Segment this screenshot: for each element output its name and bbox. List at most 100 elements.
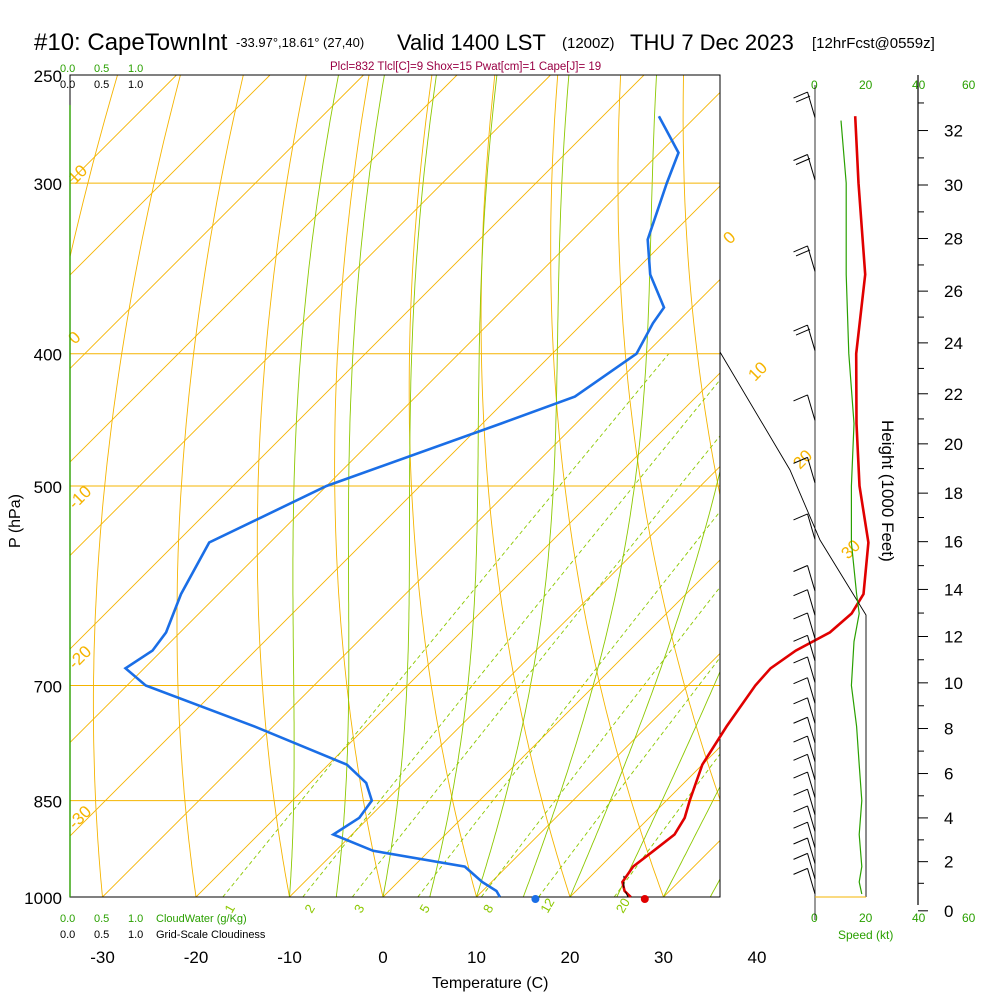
mixing-ratio-line — [222, 353, 670, 897]
speed-label: Speed (kt) — [838, 928, 893, 942]
height-tick-label: 20 — [944, 435, 963, 454]
temperature-tick-label: 10 — [467, 948, 486, 967]
isotherm — [70, 75, 364, 370]
mixing-ratio-line — [351, 435, 720, 897]
wind-barb-staff — [807, 91, 816, 118]
mixing-ratio-line — [417, 510, 720, 897]
temperature-tick-label: -30 — [90, 948, 115, 967]
wind-barb-feather — [793, 821, 808, 829]
dry-adiabat — [176, 75, 244, 897]
cloudwater-tick: 0.0 — [60, 63, 75, 75]
wind-barb-staff — [807, 457, 816, 484]
wind-barb-feather — [793, 771, 808, 779]
isotherm — [70, 75, 458, 463]
wind-barb-staff — [807, 513, 816, 540]
speed-axis: 0 20 40 60 0 20 40 60 Speed (kt) — [811, 78, 976, 942]
wind-barb-staff — [807, 868, 816, 895]
wind-barb-staff — [807, 822, 816, 848]
wind-barb-feather — [793, 788, 808, 796]
wind-barb-staff — [807, 697, 816, 724]
wind-barb-feather — [793, 612, 808, 620]
dry-adiabat — [550, 75, 664, 897]
wind-barb-staff — [807, 837, 816, 864]
cloudwater-tick: 1.0 — [128, 63, 143, 75]
isotherm — [70, 75, 271, 276]
temperature-tick-label: -20 — [184, 948, 209, 967]
wind-barb-staff — [807, 677, 816, 704]
pressure-tick-label: 250 — [34, 67, 62, 86]
dewpoint-line — [123, 115, 680, 898]
wind-barb-feather — [793, 735, 808, 743]
height-tick-label: 26 — [944, 282, 963, 301]
height-tick-label: 4 — [944, 809, 953, 828]
dry-adiabat-label: 10 — [744, 358, 771, 385]
cloudiness-tick: 0.5 — [94, 79, 109, 91]
wind-barb-staff — [807, 735, 816, 762]
wind-speed-line — [840, 120, 863, 895]
x-axis-title: Temperature (C) — [432, 975, 548, 992]
dry-adiabat-label: -20 — [64, 642, 95, 673]
sounding-params: Plcl=832 Tlcl[C]=9 Shox=15 Pwat[cm]=1 Ca… — [330, 61, 601, 73]
wind-barb-feather — [793, 716, 808, 724]
wind-barb-staff — [807, 754, 816, 781]
pressure-tick-label: 300 — [34, 175, 62, 194]
height-tick-label: 6 — [944, 765, 953, 784]
height-tick-label: 24 — [944, 334, 963, 353]
wind-barb-feather — [793, 677, 808, 685]
height-tick-label: 0 — [944, 902, 953, 921]
height-tick-label: 22 — [944, 385, 963, 404]
sounding-profiles — [123, 115, 870, 903]
dry-adiabat — [809, 75, 1000, 897]
wind-barb-feather — [793, 805, 808, 813]
mixing-ratio-label: 5 — [416, 902, 433, 916]
height-tick-label: 2 — [944, 853, 953, 872]
dry-adiabat-label: -30 — [64, 802, 95, 833]
speed-tick-bottom: 20 — [859, 911, 873, 925]
dry-adiabat-label: 0 — [64, 328, 84, 348]
height-tick-label: 12 — [944, 627, 963, 646]
moist-adiabat — [382, 75, 437, 897]
pressure-tick-label: 700 — [34, 678, 62, 697]
station-title: #10: CapeTownInt — [34, 29, 228, 56]
dry-adiabat — [256, 75, 307, 897]
cloudiness-tick: 1.0 — [128, 929, 143, 941]
pressure-tick-label: 500 — [34, 478, 62, 497]
wind-barb-staff — [807, 565, 816, 592]
height-tick-label: 18 — [944, 484, 963, 503]
height-tick-label: 16 — [944, 533, 963, 552]
wind-panel-boundary — [719, 351, 867, 897]
dry-adiabat-label: 0 — [719, 228, 739, 248]
height-tick-label: 8 — [944, 720, 953, 739]
dry-adiabat-label: 10 — [64, 161, 91, 188]
station-coords: -33.97°,18.61° (27,40) — [236, 35, 364, 50]
moist-adiabat — [522, 75, 657, 897]
cloudiness-tick: 0.0 — [60, 79, 75, 91]
wind-barb-feather — [793, 91, 808, 99]
moist-adiabat — [476, 75, 570, 897]
wind-barb-staff — [807, 324, 816, 351]
surface-temperature-dot — [640, 895, 649, 903]
parcel-line — [623, 875, 629, 898]
wind-barb-feather — [793, 656, 808, 664]
mixing-ratio-label: 2 — [301, 902, 318, 916]
wind-barb-staff — [807, 717, 816, 744]
dry-adiabat — [480, 75, 571, 897]
cloudwater-tick: 0.5 — [94, 63, 109, 75]
wind-barb-staff — [807, 612, 816, 639]
wind-barb-staff — [807, 394, 816, 421]
height-axis-title: Height (1000 Feet) — [878, 420, 897, 562]
cloudwater-tick: 0.5 — [94, 913, 109, 925]
valid-date: THU 7 Dec 2023 — [630, 30, 794, 55]
cloudiness-label: Grid-Scale Cloudiness — [156, 929, 266, 941]
height-tick-label: 30 — [944, 176, 963, 195]
cloud-axis-top: 0.0 0.5 1.0 0.0 0.5 1.0 — [60, 63, 143, 91]
cloudwater-tick: 0.0 — [60, 913, 75, 925]
wind-barb-feather — [795, 328, 811, 336]
valid-time: Valid 1400 LST — [397, 30, 546, 55]
wind-barb-feather — [793, 589, 808, 597]
moist-adiabat — [429, 75, 498, 897]
zulu-time: (1200Z) — [562, 35, 615, 52]
wind-barb-staff — [807, 635, 816, 662]
